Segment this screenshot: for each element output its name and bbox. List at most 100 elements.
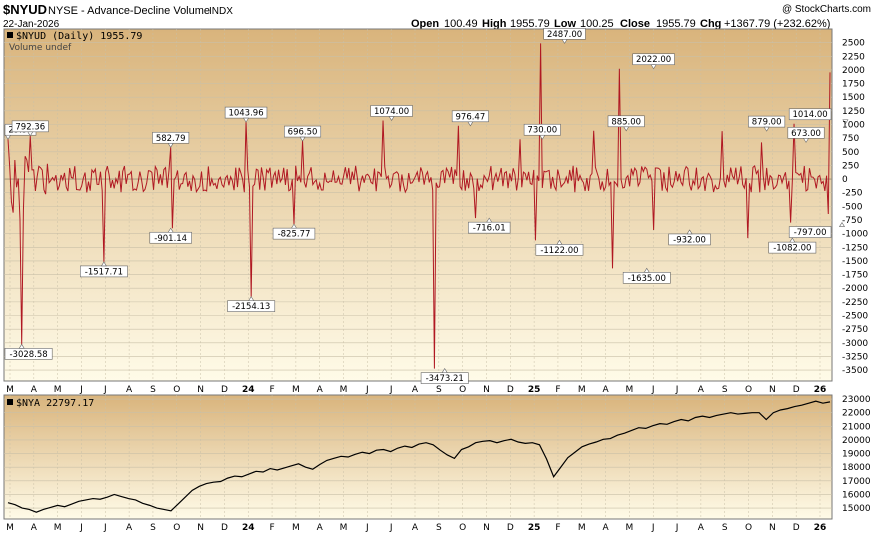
lower-xtick-label: M [6,523,14,533]
nya-legend: $NYA 22797.17 [16,398,94,409]
lower-xtick-label: 24 [242,523,255,533]
lower-xtick-label: O [745,523,752,533]
annotation-high: 1043.96 [224,106,268,123]
upper-ytick-label: -1250 [842,243,868,253]
annotation-label: 879.00 [752,118,782,128]
annotation-pointer [18,343,25,349]
lower-ytick-label: 17000 [842,477,871,487]
upper-ytick-label: 1750 [842,80,865,90]
open-label: Open [411,18,439,30]
ohlc-readout: Open 100.49 High 1955.79 Low 100.25 Clos… [411,18,830,30]
chart-date: 22-Jan-2026 [3,19,60,30]
lower-xtick-label: N [197,523,204,533]
lower-xtick-label: D [507,523,514,533]
annotation-high: 1074.00 [370,105,413,122]
upper-xtick-label: 25 [528,385,541,395]
annotation-high: 1014.00 [788,108,849,125]
lower-xtick-label: J [389,523,393,533]
annotation-label: 976.47 [456,112,486,122]
annotation-pointer [643,267,650,273]
annotation-label: -1635.00 [628,274,666,284]
close-value: 1955.79 [656,18,696,30]
upper-ytick-label: -750 [842,216,863,226]
annotation-label: -2154.13 [232,302,270,312]
lower-ytick-label: 23000 [842,395,871,405]
upper-ytick-label: -1000 [842,230,868,240]
annotation-label: 2487.00 [547,30,582,40]
annotation-label: -3473.21 [426,374,464,384]
annotation-label: 730.00 [527,126,557,136]
lower-ytick-label: 16000 [842,490,871,500]
upper-xtick-label: S [150,385,156,395]
annotation-pointer [441,368,448,373]
annotation-label: 1074.00 [374,107,409,117]
upper-xtick-label: A [31,385,38,395]
lower-xtick-label: F [269,523,274,533]
upper-ytick-label: 1250 [842,107,865,117]
close-label: Close [620,18,650,30]
annotation-high: 2487.00 [543,28,586,44]
upper-xtick-label: A [603,385,610,395]
upper-ytick-label: 750 [842,134,859,144]
annotation-pointer [4,134,12,140]
lower-xtick-label: F [555,523,560,533]
nya-series-line [7,400,831,513]
upper-xtick-label: A [126,385,133,395]
upper-ytick-label: -1750 [842,271,868,281]
annotation-pointer [556,239,563,245]
upper-xtick-label: A [698,385,705,395]
lower-xtick-label: O [459,523,466,533]
annotation-pointer [486,217,493,223]
annotation-low: -1122.00 [535,239,584,256]
annotation-label: 673.00 [791,129,821,139]
upper-ytick-label: 1500 [842,93,865,103]
upper-xtick-label: D [221,385,228,395]
upper-xtick-label: M [54,385,62,395]
lower-y-axis: 23000 22000 21000 20000 19000 18000 17000 16000… [842,395,871,514]
volume-legend: Volume undef [9,43,72,53]
annotation-pointer [167,227,174,233]
high-label: High [482,18,507,30]
upper-ytick-label: -2500 [842,312,868,322]
annotation-pointer [650,64,657,70]
peak-annotations: 29.97-3028.58792.36-1517.71582.79-901.14… [4,28,849,384]
lower-xtick-label: M [578,523,586,533]
upper-ytick-label: -500 [842,202,863,212]
annotation-box [788,108,832,121]
upper-xtick-label: N [197,385,204,395]
chart-symbol: $NYUD [3,2,47,17]
annotation-pointer [789,237,796,243]
upper-panel: 29.97-3028.58792.36-1517.71582.79-901.14… [3,28,868,395]
lower-xtick-label: S [150,523,156,533]
annotation-high: 879.00 [748,115,786,132]
upper-xtick-label: D [793,385,800,395]
upper-ytick-label: 500 [842,148,859,158]
lower-ytick-label: 19000 [842,450,871,460]
annotation-low: -1082.00 [768,237,817,254]
annotation-pointer [838,222,846,227]
lower-xtick-label: O [173,523,180,533]
open-value: 100.49 [444,18,478,30]
upper-xtick-label: J [365,385,369,395]
annotation-pointer [623,126,630,132]
index-tag: INDX [209,6,233,17]
lower-xtick-label: A [698,523,705,533]
annotation-low: -932.00 [668,229,711,245]
annotation-label: -1517.71 [85,267,123,277]
upper-ytick-label: -2000 [842,284,868,294]
annotation-low: -901.14 [149,227,192,244]
annotation-low: -797.00 [788,222,846,238]
lower-xtick-label: D [793,523,800,533]
annotation-pointer [539,134,546,140]
annotation-pointer [763,126,770,132]
lower-xtick-label: A [412,523,419,533]
low-label: Low [554,18,576,30]
lower-panel: 23000 22000 21000 20000 19000 18000 17000 16000… [3,394,871,533]
annotation-pointer [299,136,306,142]
annotation-high: 696.50 [284,125,322,142]
annotation-high: 730.00 [523,123,561,140]
upper-xtick-label: M [6,385,14,395]
lower-xtick-label: M [626,523,634,533]
lower-xtick-label: J [675,523,679,533]
